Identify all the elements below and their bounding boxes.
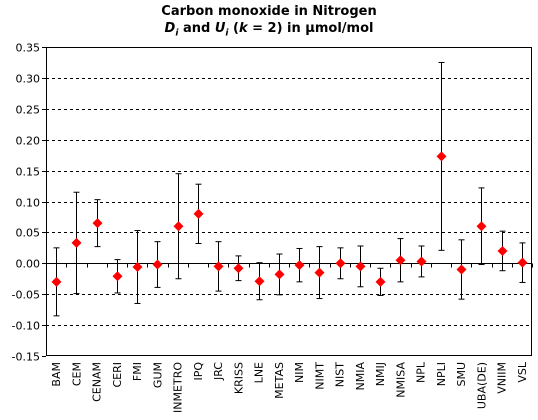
x-tick-label: VSL: [516, 361, 529, 383]
x-tick-label: NIST: [334, 362, 347, 387]
data-point: [395, 255, 406, 266]
data-points: [51, 151, 528, 287]
data-point: [476, 221, 487, 232]
x-tick-label: FMI: [131, 362, 144, 381]
y-tick-label: 0.20: [16, 135, 41, 148]
data-point: [152, 259, 163, 270]
data-point: [51, 276, 62, 287]
subtitle-u: U: [214, 21, 226, 36]
error-bars: [53, 61, 526, 317]
subtitle-k-eq: = 2) in µmol/mol: [247, 21, 374, 36]
x-tick-label: GUM: [151, 362, 164, 388]
x-tick-label: VNIIM: [496, 362, 509, 394]
data-point: [456, 264, 467, 275]
data-point: [294, 260, 305, 271]
x-tick-label: NIMT: [313, 362, 326, 390]
data-point: [355, 261, 366, 272]
data-point: [213, 261, 224, 272]
x-tick-label: CERI: [111, 362, 124, 388]
y-tick-label: -0.05: [12, 289, 40, 302]
x-tick-label: NIM: [293, 362, 306, 383]
data-point: [375, 276, 386, 287]
chart-subtitle: Di and Ui (k = 2) in µmol/mol: [0, 21, 538, 39]
x-tick-label: UBA(DE): [475, 362, 488, 409]
y-tick-label: 0.30: [16, 73, 41, 86]
x-tick-label: INMETRO: [172, 362, 185, 413]
data-point: [233, 263, 244, 274]
x-tick-label: KRISS: [232, 362, 245, 394]
x-tick-label: CEM: [70, 362, 83, 386]
y-tick-label: 0.35: [16, 42, 41, 55]
data-point: [112, 271, 123, 282]
y-tick-labels: -0.15 -0.10 -0.05 0.00 0.05 0.10 0.15 0.20 0.25 0…: [12, 42, 40, 364]
x-tick-label: NMISA: [394, 362, 407, 398]
y-tick-label: -0.10: [12, 320, 40, 333]
x-tick-label: BAM: [50, 362, 63, 387]
y-tick-label: 0.10: [16, 197, 41, 210]
subtitle-and: and: [178, 21, 215, 36]
y-tick-label: 0.00: [16, 258, 41, 271]
x-tick-label: NPLI: [435, 362, 448, 386]
x-tick-label: METAS: [273, 362, 286, 399]
subtitle-open: (: [228, 21, 239, 36]
x-tick-label: SMU: [455, 362, 468, 387]
data-point: [132, 262, 143, 273]
data-point: [173, 221, 184, 232]
y-tick-label: -0.15: [12, 351, 40, 364]
subtitle-k: k: [238, 21, 248, 36]
subtitle-d: D: [164, 21, 176, 36]
gridlines: [46, 47, 532, 326]
data-point: [254, 276, 265, 287]
data-point: [71, 237, 82, 248]
subtitle-d-sub: i: [175, 28, 179, 39]
x-tick-label: IPQ: [192, 362, 205, 381]
data-point: [436, 151, 447, 162]
chart-title: Carbon monoxide in Nitrogen: [161, 4, 377, 19]
x-tick-label: CENAM: [91, 362, 104, 402]
y-tick-label: 0.25: [16, 104, 41, 117]
axes: [42, 47, 533, 357]
data-point: [497, 245, 508, 256]
data-point: [416, 256, 427, 267]
y-tick-label: 0.15: [16, 166, 41, 179]
data-point: [92, 218, 103, 229]
data-point: [335, 258, 346, 269]
x-tick-label: LNE: [253, 362, 266, 383]
x-tick-label: NPL: [415, 361, 428, 383]
plot-border: [46, 47, 532, 356]
x-tick-labels: BAM CEM CENAM CERI FMI GUM INMETRO IPQ JRC KRISS L…: [50, 361, 529, 413]
data-point: [193, 208, 204, 219]
x-tick-label: JRC: [212, 362, 225, 381]
data-point: [274, 269, 285, 280]
x-tick-label: NMIJ: [374, 362, 387, 386]
data-point: [314, 267, 325, 278]
x-tick-label: NMIA: [354, 362, 367, 391]
subtitle-u-sub: i: [225, 28, 229, 39]
y-tick-label: 0.05: [16, 227, 41, 240]
data-point: [517, 257, 528, 268]
